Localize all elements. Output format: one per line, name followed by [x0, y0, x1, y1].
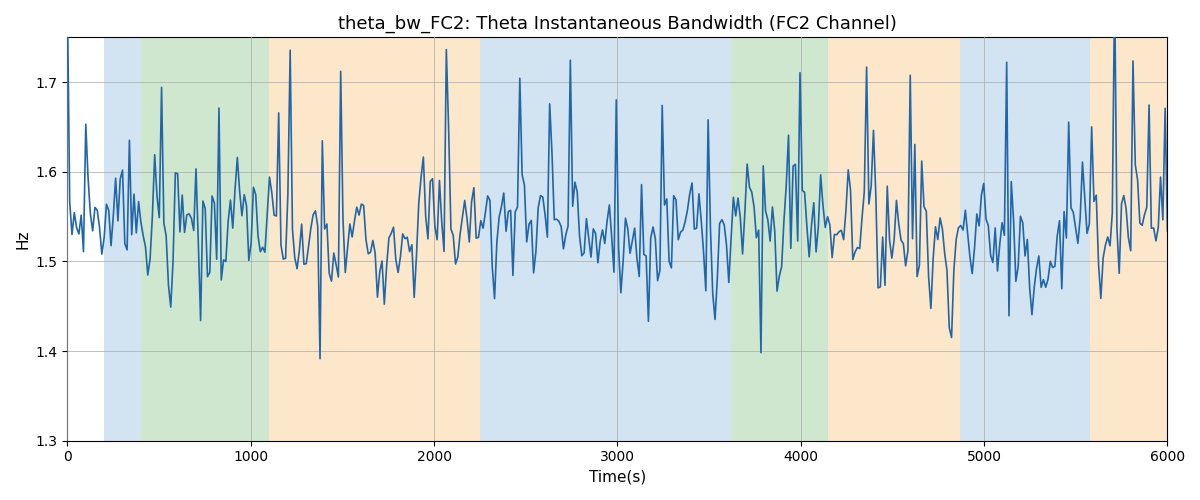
Bar	[988, 38, 1091, 440]
Title: theta_bw_FC2: Theta Instantaneous Bandwidth (FC2 Channel): theta_bw_FC2: Theta Instantaneous Bandwi…	[338, 15, 896, 34]
Y-axis label: Hz: Hz	[16, 230, 30, 249]
Bar	[731, 38, 828, 440]
Bar	[706, 38, 731, 440]
Bar	[269, 38, 480, 440]
Bar	[104, 38, 140, 440]
Bar	[960, 38, 988, 440]
Bar	[140, 38, 269, 440]
Bar	[1091, 38, 1168, 440]
X-axis label: Time(s): Time(s)	[589, 470, 646, 485]
Bar	[480, 38, 706, 440]
Bar	[828, 38, 960, 440]
